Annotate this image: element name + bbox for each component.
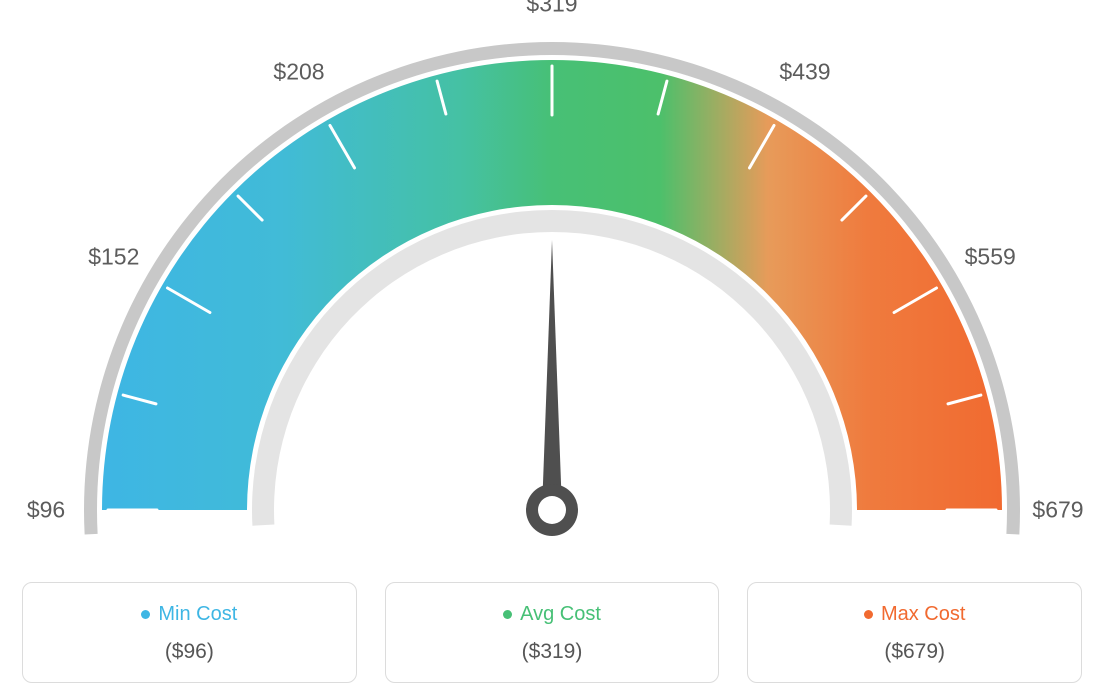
- legend-card-min: Min Cost ($96): [22, 582, 357, 683]
- gauge-tick-label: $679: [1032, 497, 1083, 524]
- legend-title-min: Min Cost: [141, 603, 237, 626]
- gauge-tick-label: $439: [779, 58, 830, 85]
- legend-row: Min Cost ($96) Avg Cost ($319) Max Cost …: [22, 582, 1082, 683]
- legend-title-max: Max Cost: [864, 603, 965, 626]
- gauge-tick-label: $319: [526, 0, 577, 18]
- dot-icon: [503, 610, 512, 619]
- gauge-tick-label: $96: [27, 497, 65, 524]
- legend-value-avg: ($319): [522, 640, 583, 664]
- legend-label: Max Cost: [881, 603, 965, 626]
- dot-icon: [864, 610, 873, 619]
- legend-card-max: Max Cost ($679): [747, 582, 1082, 683]
- legend-value-min: ($96): [165, 640, 214, 664]
- gauge-tick-label: $559: [965, 244, 1016, 271]
- gauge-svg: [22, 10, 1082, 570]
- legend-title-avg: Avg Cost: [503, 603, 601, 626]
- legend-label: Min Cost: [158, 603, 237, 626]
- cost-gauge: $96$152$208$319$439$559$679: [22, 10, 1082, 570]
- legend-value-max: ($679): [884, 640, 945, 664]
- gauge-tick-label: $208: [273, 58, 324, 85]
- gauge-tick-label: $152: [88, 244, 139, 271]
- legend-label: Avg Cost: [520, 603, 601, 626]
- dot-icon: [141, 610, 150, 619]
- legend-card-avg: Avg Cost ($319): [385, 582, 720, 683]
